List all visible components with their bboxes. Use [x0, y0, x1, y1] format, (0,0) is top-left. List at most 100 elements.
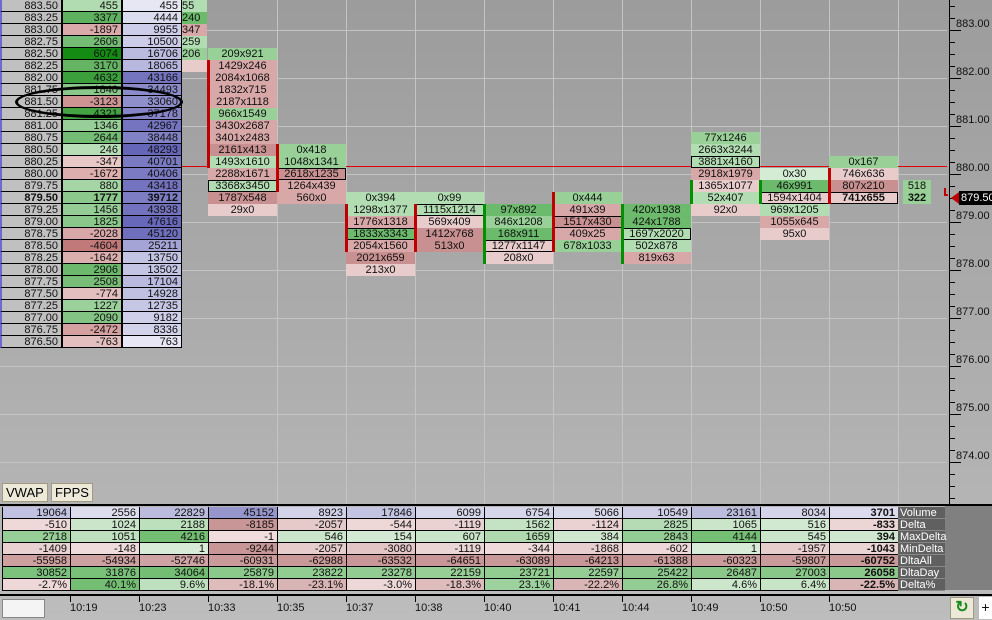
stats-cell: 154 [347, 531, 416, 543]
scroll-input[interactable] [2, 599, 45, 618]
gridline-h [0, 462, 947, 463]
ladder-volume: 8336 [122, 324, 182, 336]
footprint-cell: 424x1788 [622, 216, 691, 228]
time-tick [277, 596, 278, 602]
gridline-v [829, 0, 830, 505]
stats-cell: -1868 [554, 543, 623, 555]
footprint-cell: 0x394 [346, 192, 415, 204]
ladder-delta: 246 [62, 144, 122, 156]
axis-tick [949, 90, 955, 91]
price-axis [949, 0, 950, 505]
stats-cell: -2.7% [2, 579, 71, 591]
ladder-delta: 3377 [62, 12, 122, 24]
time-tick [829, 596, 830, 602]
stats-cell: 607 [416, 531, 485, 543]
stats-cell: -60931 [209, 555, 278, 567]
stats-cell: 40.1% [71, 579, 140, 591]
ladder-volume: 9182 [122, 312, 182, 324]
axis-tick [949, 42, 955, 43]
ladder-volume: 9955 [122, 24, 182, 36]
stats-cell: 4.6% [692, 579, 761, 591]
ladder-delta: -1642 [62, 252, 122, 264]
ladder-price: 877.50 [0, 288, 62, 300]
ladder-delta: -1897 [62, 24, 122, 36]
time-label: 10:50 [760, 602, 788, 614]
stats-cell: 26058 [830, 567, 899, 579]
stats-cell: 1659 [485, 531, 554, 543]
axis-tick [949, 246, 955, 247]
stats-cell: 25422 [623, 567, 692, 579]
ladder-volume: 12735 [122, 300, 182, 312]
footprint-poc-cell: 3368x3450 [208, 180, 277, 192]
footprint-cell: 2084x1068 [208, 72, 277, 84]
time-label: 10:33 [208, 602, 236, 614]
time-tick [691, 596, 692, 602]
footprint-cell: 2054x1560 [346, 240, 415, 252]
axis-tick [949, 330, 955, 331]
axis-tick [949, 474, 955, 475]
footprint-cell: 0x444 [553, 192, 622, 204]
gridline-v [553, 0, 554, 505]
axis-tick [949, 498, 955, 499]
ladder-volume: 13750 [122, 252, 182, 264]
stats-cell: 2825 [623, 519, 692, 531]
ladder-volume: 45120 [122, 228, 182, 240]
axis-tick [949, 366, 961, 367]
price-axis-label: 878.00 [956, 258, 990, 270]
footprint-cell: 46x991 [760, 180, 829, 192]
axis-tick [949, 114, 955, 115]
stats-cell: -1409 [2, 543, 71, 555]
footprint-poc-cell: 2618x1235 [277, 168, 346, 180]
ladder-volume: 25211 [122, 240, 182, 252]
axis-tick [949, 126, 961, 127]
axis-tick [949, 282, 955, 283]
ladder-delta: 2508 [62, 276, 122, 288]
ladder-price: 879.50 [0, 192, 62, 204]
ladder-delta: 2644 [62, 132, 122, 144]
stats-cell: 1 [692, 543, 761, 555]
stats-cell: -60323 [692, 555, 761, 567]
stats-cell: 4216 [140, 531, 209, 543]
candle-body-bar [414, 204, 417, 252]
fpps-button[interactable]: FPPS [51, 483, 93, 502]
refresh-icon[interactable]: ↻ [950, 597, 974, 619]
prev-bar-cell: 259 [182, 36, 207, 48]
stats-cell: -64213 [554, 555, 623, 567]
ladder-price: 880.25 [0, 156, 62, 168]
ladder-volume: 43938 [122, 204, 182, 216]
ladder-volume: 38448 [122, 132, 182, 144]
stats-cell: 26487 [692, 567, 761, 579]
ladder-price: 883.50 [0, 0, 62, 12]
time-tick [346, 596, 347, 602]
price-axis-label: 876.00 [956, 354, 990, 366]
ladder-delta: 2906 [62, 264, 122, 276]
stats-cell: -1119 [416, 543, 485, 555]
time-label: 10:41 [553, 602, 581, 614]
footprint-poc-cell: 1517x430 [553, 216, 622, 228]
axis-tick [949, 210, 955, 211]
axis-tick [949, 30, 961, 31]
footprint-cell: 208x0 [484, 252, 553, 264]
stats-cell: 23161 [692, 507, 761, 519]
stats-cell: 30852 [2, 567, 71, 579]
add-icon[interactable]: + [979, 597, 992, 619]
price-axis-label: 879.00 [956, 210, 990, 222]
ladder-volume: 40701 [122, 156, 182, 168]
axis-tick [949, 318, 961, 319]
stats-cell: -55958 [2, 555, 71, 567]
footprint-cell: 1832x715 [208, 84, 277, 96]
stats-cell: -59807 [761, 555, 830, 567]
vwap-button[interactable]: VWAP [2, 483, 48, 502]
footprint-chart[interactable]: 209x921 1429x246 2084x1068 1832x715 2187x111… [0, 0, 947, 505]
time-label: 10:49 [691, 602, 719, 614]
ladder-delta: -1672 [62, 168, 122, 180]
prev-bar-cell: 206 [182, 48, 207, 60]
stats-cell: -63089 [485, 555, 554, 567]
footprint-cell: 513x0 [415, 240, 484, 252]
gridline-h [0, 30, 947, 31]
footprint-cell: 97x892 [484, 204, 553, 216]
stats-cell: -52746 [140, 555, 209, 567]
footprint-cell: 0x167 [829, 156, 898, 168]
stats-cell: -2057 [278, 543, 347, 555]
ladder-delta: -2028 [62, 228, 122, 240]
